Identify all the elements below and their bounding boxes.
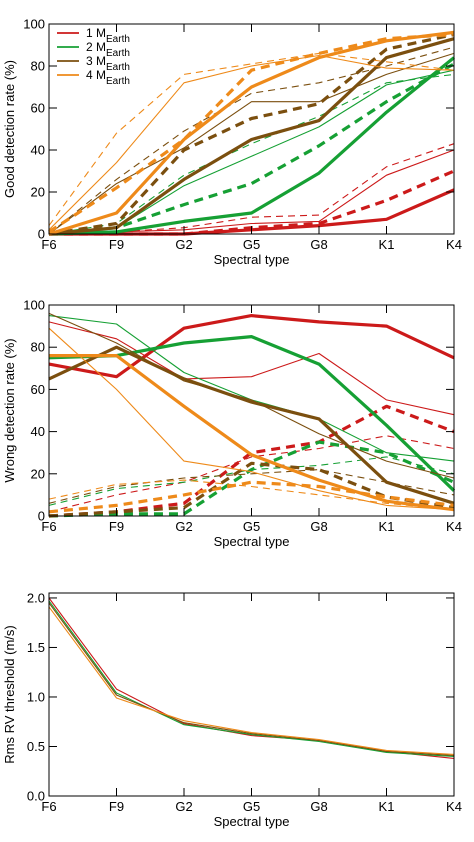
x-tick-label: F9 [109, 237, 124, 252]
series-line [48, 32, 455, 236]
chart-panel-1: F6 F9 G2 G5 G8 K1 K4 0 20 40 60 80 100 Spectral type G… [2, 17, 462, 268]
x-tick-label: G2 [175, 237, 192, 252]
y-tick-label: 2.0 [27, 590, 45, 605]
series-line [48, 52, 455, 235]
x-tick-label: G2 [175, 799, 192, 814]
x-tick-label: K4 [446, 799, 462, 814]
x-tick-label: K4 [446, 237, 462, 252]
x-tick-label: F6 [41, 519, 56, 534]
y-tick-label: 60 [31, 382, 45, 397]
y-tick-label: 40 [31, 143, 45, 158]
series-line [48, 312, 455, 479]
y-tick-label: 0 [38, 509, 45, 524]
series-line [48, 606, 455, 755]
series-line [48, 62, 455, 236]
x-tick-label: G5 [243, 237, 260, 252]
x-tick-label: G2 [175, 519, 192, 534]
series-line [48, 149, 455, 235]
series-line [48, 600, 455, 757]
x-tick-label: F6 [41, 799, 56, 814]
x-axis-title: Spectral type [214, 534, 290, 549]
y-axis-title: Wrong detection rate (%) [2, 338, 17, 482]
series-line [48, 327, 455, 511]
chart-panel-2: F6 F9 G2 G5 G8 K1 K4 0 20 40 60 80 100 Spectral type W… [2, 298, 462, 550]
series-line [48, 335, 456, 492]
x-tick-label: K1 [379, 799, 395, 814]
y-axis-title: Rms RV threshold (m/s) [2, 625, 17, 763]
y-tick-label: 0 [38, 227, 45, 242]
x-tick-label: K1 [379, 237, 395, 252]
series-line [48, 480, 455, 514]
y-axis-title: Good detection rate (%) [2, 60, 17, 198]
y-tick-label: 80 [31, 59, 45, 74]
series-line [48, 456, 455, 506]
series-line [48, 52, 455, 226]
y-tick-label: 100 [23, 298, 45, 313]
series-line [48, 479, 455, 511]
series-line [48, 46, 455, 235]
series-line [48, 30, 455, 236]
x-tick-label: K4 [446, 519, 462, 534]
series-line [48, 345, 455, 505]
y-tick-label: 20 [31, 185, 45, 200]
x-tick-label: F6 [41, 237, 56, 252]
x-axis-title: Spectral type [214, 252, 290, 267]
x-tick-label: G8 [310, 799, 327, 814]
x-tick-label: F9 [109, 799, 124, 814]
x-axis-title: Spectral type [214, 814, 290, 829]
x-tick-label: K1 [379, 519, 395, 534]
x-tick-label: G8 [310, 237, 327, 252]
y-tick-label: 20 [31, 466, 45, 481]
series-line [48, 321, 455, 416]
y-tick-label: 1.0 [27, 689, 45, 704]
series-line [48, 54, 455, 231]
y-tick-label: 0.5 [27, 739, 45, 754]
x-tick-label: G8 [310, 519, 327, 534]
series-line [48, 73, 455, 235]
series-line [49, 354, 455, 512]
y-tick-label: 0.0 [27, 789, 45, 804]
series-line [48, 143, 455, 235]
y-tick-label: 80 [31, 340, 45, 355]
x-tick-label: G5 [243, 799, 260, 814]
series-line [48, 602, 455, 756]
y-tick-label: 60 [31, 101, 45, 116]
chart-panel-3: F6 F9 G2 G5 G8 K1 K4 0.0 0.5 1.0 1.5 2.0 Spectral ty… [2, 590, 462, 829]
y-tick-label: 1.5 [27, 640, 45, 655]
series-line [48, 32, 455, 234]
x-tick-label: G5 [243, 519, 260, 534]
y-tick-label: 100 [23, 17, 45, 32]
series-line [48, 435, 455, 513]
x-tick-label: F9 [109, 519, 124, 534]
series-line [48, 69, 455, 235]
y-tick-label: 40 [31, 424, 45, 439]
series-line [48, 469, 455, 504]
plot-frame [48, 592, 455, 797]
series-line [48, 314, 455, 379]
